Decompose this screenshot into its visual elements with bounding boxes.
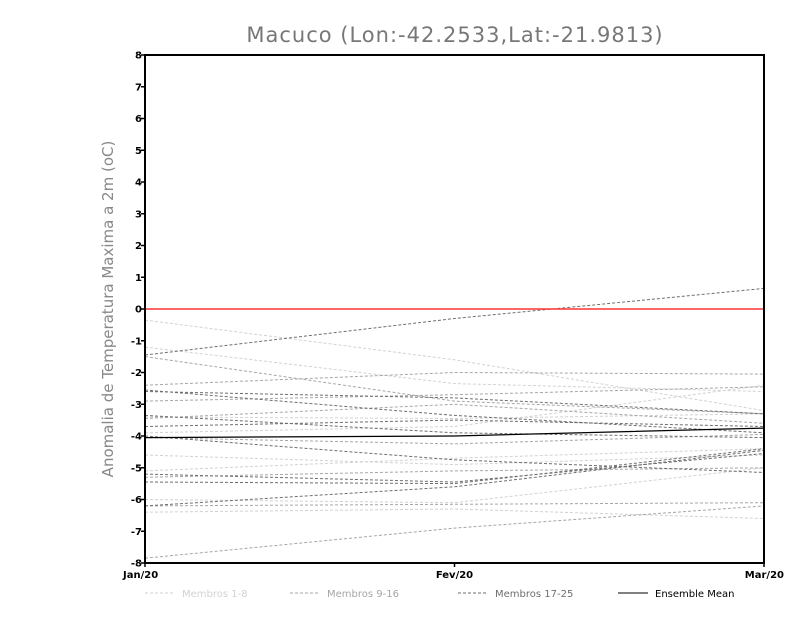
- member-line: [144, 419, 765, 427]
- y-tick-label: 5: [135, 146, 142, 157]
- chart-title: Macuco (Lon:-42.2533,Lat:-21.9813): [246, 23, 663, 47]
- y-tick-label: -2: [131, 368, 142, 379]
- y-tick-label: 2: [135, 241, 142, 252]
- y-tick-label: -7: [131, 527, 142, 538]
- member-line: [144, 448, 765, 472]
- member-line: [144, 435, 765, 473]
- member-line: [144, 453, 765, 483]
- y-tick-label: -4: [131, 432, 142, 443]
- member-line: [144, 386, 765, 402]
- member-line: [144, 449, 765, 507]
- member-line: [144, 448, 765, 485]
- legend-label: Membros 1-8: [182, 589, 248, 600]
- legend: Membros 1-8 Membros 9-16 Membros 17-25 Ense…: [145, 589, 734, 600]
- y-tick-label: 8: [135, 51, 142, 62]
- member-line: [144, 413, 765, 420]
- x-tick-label: Jan/20: [122, 570, 158, 581]
- member-line: [144, 508, 765, 519]
- member-line: [144, 356, 765, 415]
- member-line: [144, 384, 765, 434]
- member-line: [144, 391, 765, 415]
- y-tick-label: -3: [131, 400, 142, 411]
- y-tick-label: 3: [135, 209, 142, 220]
- y-tick-label: 0: [135, 305, 142, 316]
- member-line: [144, 414, 765, 439]
- y-tick-label: 1: [135, 273, 142, 284]
- y-tick-label: 7: [135, 82, 142, 93]
- member-line: [144, 371, 765, 386]
- member-line: [144, 454, 765, 466]
- y-axis: -8 -7 -6 -5 -4 -3 -2 -1 0 1 2 3 4 5 6 7 8: [131, 51, 145, 570]
- y-tick-label: -6: [131, 495, 142, 506]
- x-axis: Jan/20 Fev/20 Mar/20: [122, 563, 784, 581]
- member-line: [144, 403, 765, 424]
- member-line: [144, 319, 765, 412]
- member-line: [144, 467, 765, 504]
- y-tick-label: 6: [135, 114, 142, 125]
- x-tick-label: Mar/20: [745, 570, 784, 581]
- y-tick-label: -1: [131, 336, 142, 347]
- y-tick-label: -8: [131, 559, 142, 570]
- member-line: [144, 433, 765, 445]
- member-line: [144, 389, 765, 434]
- legend-label: Ensemble Mean: [655, 589, 734, 600]
- member-line: [144, 502, 765, 507]
- member-line: [144, 287, 765, 356]
- y-tick-label: 4: [135, 178, 142, 189]
- legend-label: Membros 9-16: [327, 589, 399, 600]
- member-line: [144, 505, 765, 559]
- plot-lines: [144, 287, 765, 559]
- ensemble-mean-line: [144, 427, 765, 439]
- member-line: [144, 467, 765, 478]
- y-tick-label: -5: [131, 463, 142, 474]
- x-tick-label: Fev/20: [436, 570, 473, 581]
- legend-label: Membros 17-25: [495, 589, 573, 600]
- member-line: [144, 346, 765, 392]
- y-axis-label: Anomalia de Temperatura Maxima a 2m (oC): [99, 141, 117, 478]
